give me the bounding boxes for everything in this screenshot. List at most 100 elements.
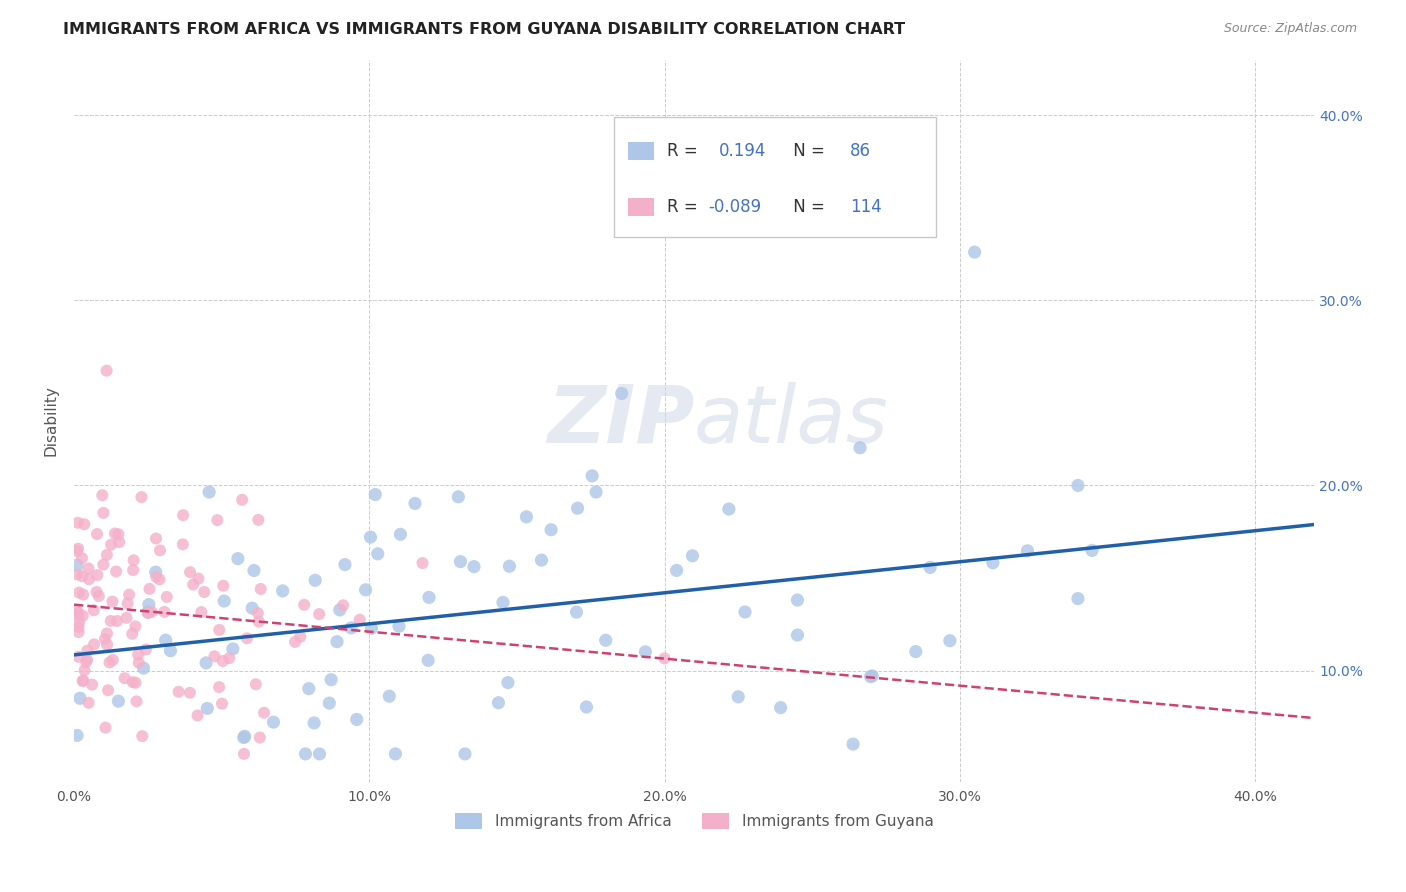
Point [1067,478,1090,492]
Text: atlas: atlas [695,382,889,459]
Point [127,648,149,662]
Point [292,598,315,612]
Point [294,747,316,761]
Point [492,595,515,609]
Point [187,708,209,723]
Point [249,731,271,745]
Point [271,583,294,598]
Point [208,680,231,694]
Point [132,661,155,675]
Point [1017,544,1039,558]
Point [634,645,657,659]
Point [654,651,676,665]
Point [378,690,401,704]
Point [211,654,233,668]
Point [859,670,882,684]
Point [108,535,131,549]
Point [87,589,110,603]
Point [125,694,148,708]
Point [66,544,89,558]
Text: R =: R = [666,142,703,160]
Point [93,506,115,520]
Point [195,701,218,715]
Point [326,634,349,648]
Point [67,615,90,630]
Point [67,608,90,623]
Point [73,663,96,677]
Point [384,747,406,761]
Point [246,606,269,620]
Point [145,532,167,546]
Point [247,513,270,527]
Point [135,642,157,657]
Point [211,697,233,711]
Point [717,502,740,516]
Point [70,551,93,566]
Point [360,621,382,635]
Point [69,691,91,706]
Point [595,633,617,648]
Point [585,485,607,500]
Point [222,641,245,656]
Point [149,543,172,558]
Point [786,628,808,642]
Point [849,441,872,455]
Point [107,527,129,541]
Point [100,614,122,628]
Point [94,721,117,735]
Text: Source: ZipAtlas.com: Source: ZipAtlas.com [1223,22,1357,36]
Point [231,492,253,507]
Point [121,675,143,690]
Point [117,596,139,610]
Point [515,509,537,524]
Point [963,245,986,260]
Text: 0.194: 0.194 [718,142,766,160]
Point [75,655,97,669]
Point [83,603,105,617]
Point [76,652,98,666]
Legend: Immigrants from Africa, Immigrants from Guyana: Immigrants from Africa, Immigrants from … [449,807,939,836]
Point [76,643,98,657]
Point [96,548,118,562]
Point [1067,591,1090,606]
Point [86,585,108,599]
Point [96,626,118,640]
Point [243,564,266,578]
Point [82,678,104,692]
Point [321,673,343,687]
Point [681,549,703,563]
Point [122,563,145,577]
Point [212,594,235,608]
Point [349,613,371,627]
Point [67,541,90,556]
FancyBboxPatch shape [613,118,936,236]
Text: ZIP: ZIP [547,382,695,459]
Point [101,653,124,667]
Point [610,386,633,401]
Point [107,694,129,708]
Point [488,696,510,710]
Point [72,588,94,602]
Point [86,527,108,541]
Text: 86: 86 [851,142,872,160]
Point [212,579,235,593]
Point [105,614,128,628]
Point [131,729,153,743]
Point [575,700,598,714]
Point [233,747,256,761]
Point [155,633,177,648]
Point [981,556,1004,570]
Point [340,621,363,635]
Point [70,569,93,583]
Point [179,565,201,579]
Point [253,706,276,720]
Point [98,656,121,670]
Point [172,508,194,523]
Text: 114: 114 [851,198,882,216]
Text: R =: R = [666,198,703,216]
Point [226,551,249,566]
Point [104,526,127,541]
Point [734,605,756,619]
Point [463,559,485,574]
Point [72,673,94,688]
